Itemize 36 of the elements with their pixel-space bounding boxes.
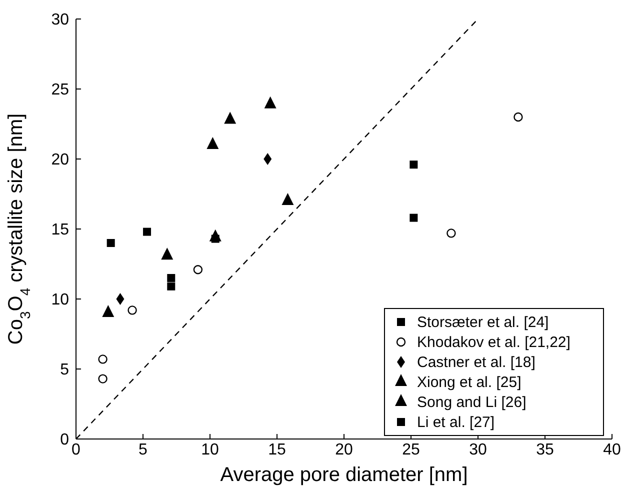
y-tick-label: 10 <box>51 292 70 309</box>
point <box>116 293 124 305</box>
x-tick-label: 10 <box>201 441 219 458</box>
y-tick-label: 20 <box>51 152 70 169</box>
y-tick-label: 30 <box>51 12 70 29</box>
point <box>410 214 418 222</box>
x-tick-label: 25 <box>402 441 420 458</box>
x-tick-label: 30 <box>469 441 487 458</box>
point <box>143 228 152 236</box>
point <box>193 265 203 274</box>
y-tick-label: 25 <box>51 82 70 99</box>
x-tick-label: 15 <box>268 441 286 458</box>
x-tick-label: 5 <box>138 441 148 458</box>
point <box>446 228 456 238</box>
y-tick-label: 15 <box>51 222 70 239</box>
point <box>98 374 108 384</box>
x-tick-label: 20 <box>335 441 353 458</box>
legend-label: Li et al. [27] <box>417 414 495 430</box>
legend-label: Storsæter et al. [24] <box>417 314 549 330</box>
x-tick-label: 35 <box>536 441 554 458</box>
point <box>410 160 418 169</box>
legend-label: Khodakov et al. [21,22] <box>417 334 570 350</box>
legend-label: Castner et al. [18] <box>417 354 536 370</box>
point <box>98 354 108 364</box>
point <box>264 153 272 165</box>
point <box>128 306 137 315</box>
legend-label: Song and Li [26] <box>417 394 526 410</box>
point <box>167 274 176 282</box>
y-tick-label: 5 <box>60 362 70 379</box>
point <box>106 239 115 247</box>
point <box>514 112 523 122</box>
x-tick-label: 40 <box>603 441 621 458</box>
point <box>167 282 176 290</box>
x-tick-label: 0 <box>72 441 81 458</box>
legend-label: Xiong et al. [25] <box>417 374 522 390</box>
x-axis-title: Average pore diameter [nm] <box>220 464 468 486</box>
